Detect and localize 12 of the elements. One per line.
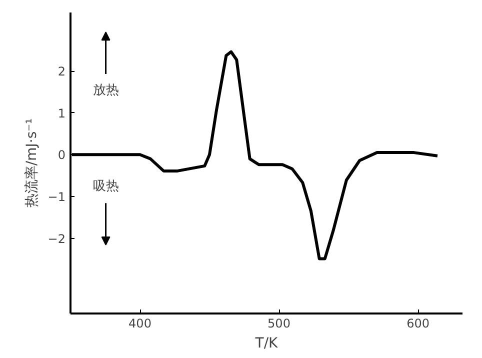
x-tick-label: 500 <box>268 316 290 330</box>
x-axis-title: T/K <box>254 336 279 352</box>
y-axis-title: 热流率/mJ·s⁻¹ <box>24 118 40 208</box>
y-tick-label: 2 <box>58 64 66 79</box>
annotation: 吸热 <box>92 178 119 194</box>
y-tick-label: −1 <box>48 190 66 204</box>
y-tick-label: 0 <box>58 148 66 162</box>
x-tick-label: 400 <box>128 316 152 330</box>
x-tick-label: 600 <box>406 316 430 330</box>
y-tick-label: −2 <box>48 232 66 246</box>
y-tick-label: 1 <box>58 106 66 120</box>
annotation: 放热 <box>92 83 119 98</box>
